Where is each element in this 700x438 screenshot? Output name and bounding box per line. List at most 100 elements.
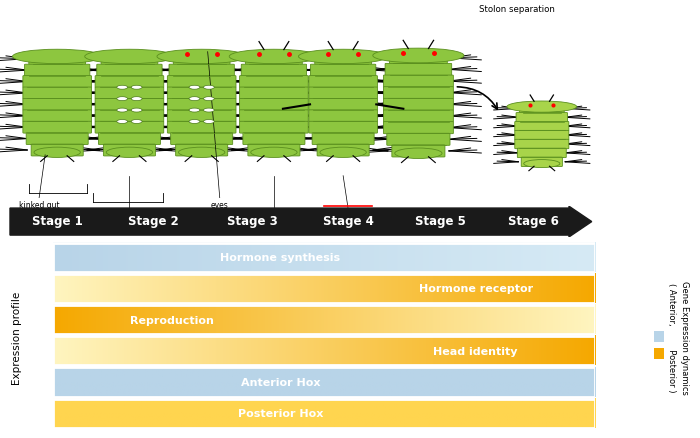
Circle shape [189,97,200,101]
FancyBboxPatch shape [167,88,236,99]
FancyBboxPatch shape [174,54,230,65]
FancyBboxPatch shape [23,111,92,122]
FancyBboxPatch shape [99,134,160,145]
FancyBboxPatch shape [167,77,236,88]
FancyBboxPatch shape [239,122,308,134]
Bar [52,399,595,428]
Ellipse shape [395,148,442,159]
FancyBboxPatch shape [522,158,562,167]
Ellipse shape [85,50,174,64]
Circle shape [204,86,214,90]
FancyBboxPatch shape [246,54,302,65]
Circle shape [204,120,214,124]
FancyBboxPatch shape [384,88,454,99]
Ellipse shape [298,50,388,64]
Circle shape [189,109,200,113]
Circle shape [204,109,214,113]
Ellipse shape [524,160,560,168]
FancyBboxPatch shape [239,99,308,111]
Circle shape [117,120,127,124]
FancyBboxPatch shape [23,88,92,99]
Text: Anterior Hox: Anterior Hox [241,377,320,387]
FancyBboxPatch shape [389,53,447,65]
Circle shape [131,120,142,124]
FancyBboxPatch shape [516,113,568,123]
Bar [52,243,595,272]
FancyBboxPatch shape [167,99,236,111]
FancyBboxPatch shape [95,99,164,111]
Text: Gene Expression dynamics
( Anterior,         Posterior ): Gene Expression dynamics ( Anterior, Pos… [666,280,689,394]
FancyBboxPatch shape [309,111,377,122]
FancyBboxPatch shape [167,122,236,134]
Text: Stage 1: Stage 1 [32,215,83,228]
FancyBboxPatch shape [23,77,92,88]
FancyBboxPatch shape [315,54,372,65]
FancyBboxPatch shape [514,122,569,131]
Ellipse shape [229,50,318,64]
FancyBboxPatch shape [309,77,377,88]
Ellipse shape [373,49,464,64]
Text: Hormone receptor: Hormone receptor [419,284,533,294]
Text: Stage 4: Stage 4 [323,215,374,228]
Bar [52,274,595,304]
Text: Head identity: Head identity [433,346,518,356]
FancyBboxPatch shape [95,111,164,122]
Text: Hormone synthesis: Hormone synthesis [220,253,340,263]
FancyBboxPatch shape [239,88,308,99]
FancyBboxPatch shape [241,65,307,77]
Ellipse shape [34,148,80,158]
Circle shape [204,97,214,101]
Ellipse shape [157,50,246,64]
FancyBboxPatch shape [25,65,90,77]
Circle shape [131,109,142,113]
FancyBboxPatch shape [312,134,374,145]
Ellipse shape [106,148,153,158]
Ellipse shape [320,148,366,158]
Text: Stage 5: Stage 5 [416,215,466,228]
Ellipse shape [507,102,577,113]
FancyBboxPatch shape [387,134,450,146]
FancyBboxPatch shape [171,134,232,145]
Text: Stage 3: Stage 3 [227,215,278,228]
FancyBboxPatch shape [309,122,377,134]
FancyBboxPatch shape [167,111,236,122]
Circle shape [117,109,127,113]
Text: Posterior Hox: Posterior Hox [238,408,323,418]
Bar [52,367,595,397]
FancyBboxPatch shape [239,111,308,122]
Circle shape [189,86,200,90]
Circle shape [189,120,200,124]
FancyBboxPatch shape [239,77,308,88]
FancyBboxPatch shape [384,99,454,111]
Ellipse shape [251,148,297,158]
FancyBboxPatch shape [32,145,83,156]
Text: eyes: eyes [211,201,229,209]
FancyBboxPatch shape [384,111,454,123]
Text: kinked gut: kinked gut [19,201,60,209]
Text: Stage 6: Stage 6 [508,215,559,228]
Ellipse shape [13,50,102,64]
Circle shape [117,97,127,101]
FancyBboxPatch shape [317,145,369,156]
Text: gonads: gonads [116,210,144,219]
FancyBboxPatch shape [95,88,164,99]
Text: Reproduction: Reproduction [130,315,214,325]
FancyBboxPatch shape [23,99,92,111]
FancyBboxPatch shape [104,145,155,156]
FancyBboxPatch shape [95,77,164,88]
FancyBboxPatch shape [97,65,162,77]
FancyBboxPatch shape [243,134,305,145]
Text: Stage 2: Stage 2 [128,215,179,228]
FancyBboxPatch shape [95,122,164,134]
FancyBboxPatch shape [248,145,300,156]
FancyBboxPatch shape [514,131,569,141]
FancyBboxPatch shape [101,54,158,65]
FancyBboxPatch shape [26,134,88,145]
FancyBboxPatch shape [311,65,376,77]
FancyBboxPatch shape [519,104,564,114]
Text: Stolon separation: Stolon separation [479,6,554,14]
FancyBboxPatch shape [176,145,228,156]
Text: notochaetae: notochaetae [324,210,372,219]
FancyBboxPatch shape [169,65,234,77]
FancyBboxPatch shape [384,122,454,134]
